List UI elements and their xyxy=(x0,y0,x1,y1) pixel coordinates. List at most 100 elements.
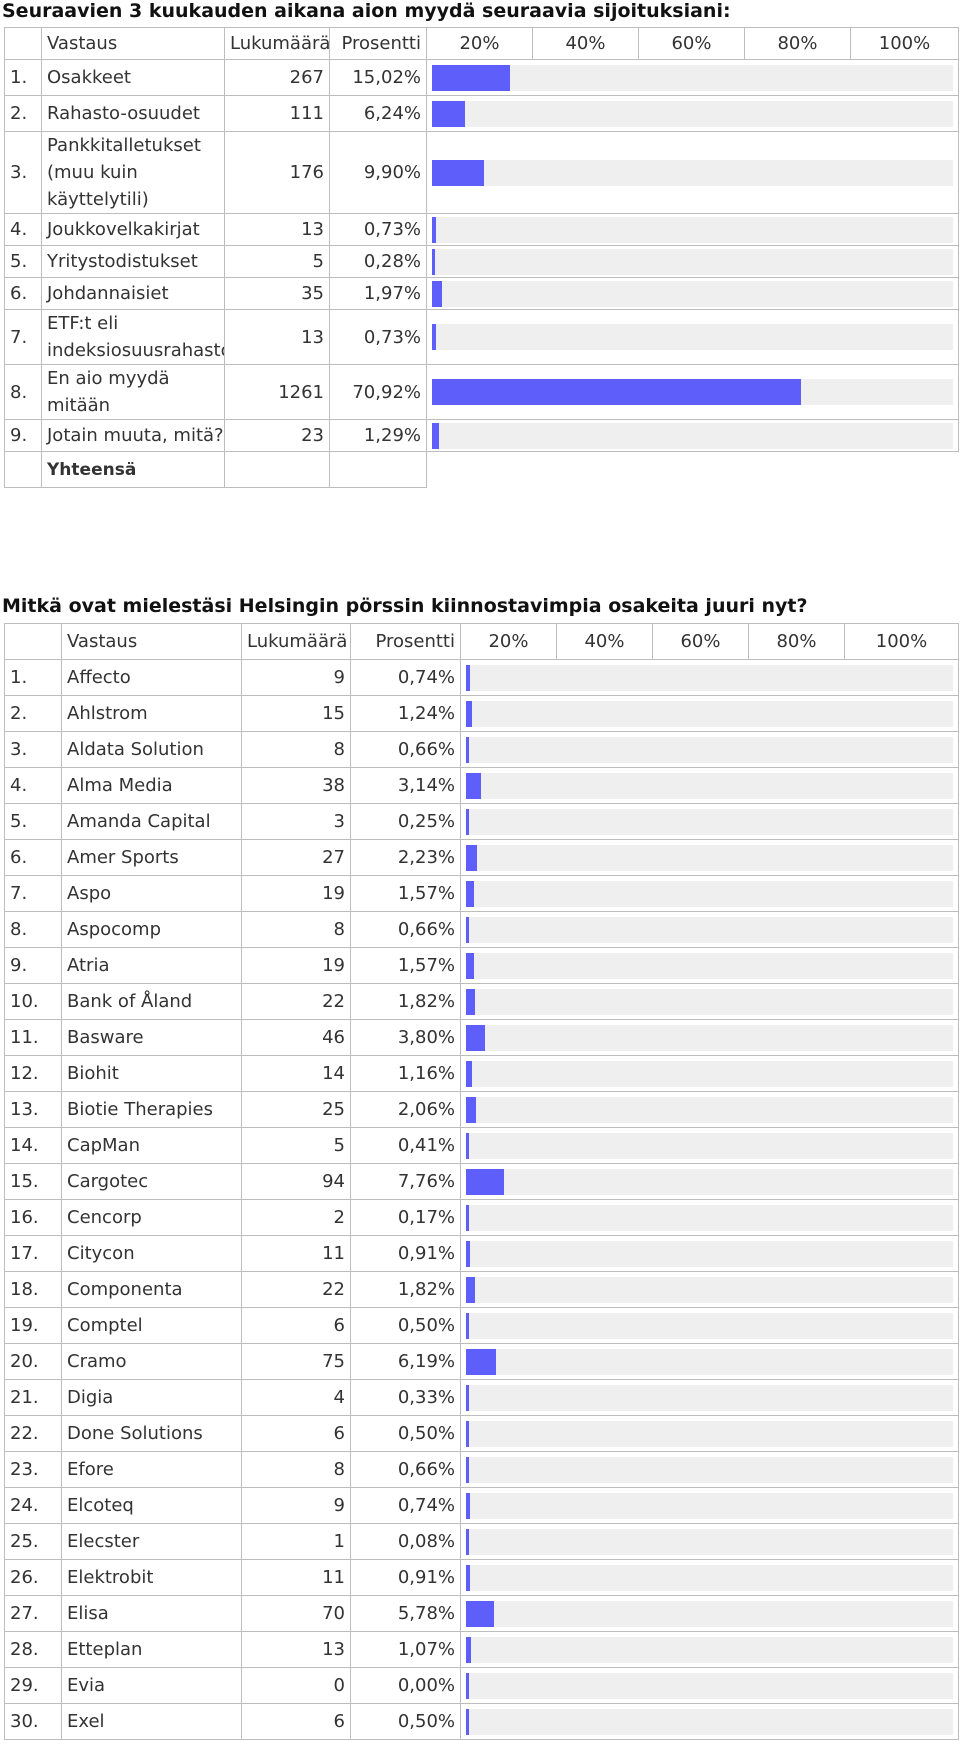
row-number: 18. xyxy=(4,1271,62,1308)
percent-bar-track xyxy=(466,880,953,907)
table-row: 1. Affecto 9 0,74% xyxy=(4,659,959,696)
table-row: 3. Pankkitalletukset (muu kuin käyttelyti… xyxy=(4,131,959,214)
answer-percent: 70,92% xyxy=(329,364,427,420)
answer-label: Digia xyxy=(61,1379,242,1416)
percent-bar-cell xyxy=(460,659,959,696)
answer-label: Alma Media xyxy=(61,767,242,804)
table-row: 22. Done Solutions 6 0,50% xyxy=(4,1415,959,1452)
answer-label: Joukkovelkakirjat xyxy=(41,213,225,246)
answer-percent: 7,76% xyxy=(350,1163,461,1200)
percent-bar xyxy=(466,880,474,907)
percent-bar-track xyxy=(466,1672,953,1699)
answer-count: 6 xyxy=(241,1415,351,1452)
row-number: 15. xyxy=(4,1163,62,1200)
answer-label: Aspocomp xyxy=(61,911,242,948)
header-scale-3: 60% xyxy=(652,623,749,660)
percent-bar xyxy=(466,1564,471,1591)
table-row: 9. Jotain muuta, mitä? 23 1,29% xyxy=(4,419,959,452)
q1-results-table: Vastaus Lukumäärä Prosentti 20% 40% 60% 80% 100… xyxy=(4,27,959,488)
percent-bar-track xyxy=(432,159,953,186)
row-number: 24. xyxy=(4,1487,62,1524)
row-number: 13. xyxy=(4,1091,62,1128)
header-scale-2: 40% xyxy=(556,623,653,660)
table-row: 13. Biotie Therapies 25 2,06% xyxy=(4,1091,959,1128)
answer-count: 8 xyxy=(241,911,351,948)
percent-bar-cell xyxy=(460,911,959,948)
table-row: 30. Exel 6 0,50% xyxy=(4,1703,959,1740)
header-blank-cell xyxy=(4,27,42,60)
answer-label: Comptel xyxy=(61,1307,242,1344)
answer-count: 70 xyxy=(241,1595,351,1632)
row-number: 30. xyxy=(4,1703,62,1740)
percent-bar-track xyxy=(466,736,953,763)
percent-bar xyxy=(466,664,470,691)
total-row: Yhteensä xyxy=(4,451,959,488)
percent-bar xyxy=(432,216,436,243)
percent-bar xyxy=(466,1708,469,1735)
table-row: 29. Evia 0 0,00% xyxy=(4,1667,959,1704)
answer-percent: 1,57% xyxy=(350,875,461,912)
answer-label: ETF:t eli indeksiosuusrahastot xyxy=(41,309,225,365)
header-scale-1: 20% xyxy=(426,27,533,60)
percent-bar xyxy=(466,1600,495,1627)
percent-bar-cell xyxy=(426,245,959,278)
percent-bar xyxy=(432,248,435,275)
answer-count: 1261 xyxy=(224,364,330,420)
percent-bar xyxy=(466,988,475,1015)
header-count: Lukumäärä xyxy=(224,27,330,60)
answer-percent: 0,73% xyxy=(329,213,427,246)
answer-percent: 1,82% xyxy=(350,1271,461,1308)
percent-bar-cell xyxy=(460,695,959,732)
table-row: 4. Joukkovelkakirjat 13 0,73% xyxy=(4,213,959,246)
header-percent: Prosentti xyxy=(350,623,461,660)
percent-bar xyxy=(466,772,482,799)
percent-bar-track xyxy=(466,1060,953,1087)
answer-label: Affecto xyxy=(61,659,242,696)
table-row: 19. Comptel 6 0,50% xyxy=(4,1307,959,1344)
table-row: 10. Bank of Åland 22 1,82% xyxy=(4,983,959,1020)
percent-bar-cell xyxy=(460,1343,959,1380)
percent-bar-track xyxy=(466,1168,953,1195)
percent-bar xyxy=(466,808,469,835)
percent-bar-track xyxy=(466,1024,953,1051)
percent-bar xyxy=(466,1348,497,1375)
answer-label: Cencorp xyxy=(61,1199,242,1236)
table-row: 23. Efore 8 0,66% xyxy=(4,1451,959,1488)
table-row: 1. Osakkeet 267 15,02% xyxy=(4,59,959,96)
table-row: 28. Etteplan 13 1,07% xyxy=(4,1631,959,1668)
percent-bar xyxy=(432,159,484,186)
header-answer: Vastaus xyxy=(41,27,225,60)
answer-percent: 1,97% xyxy=(329,277,427,310)
row-number: 22. xyxy=(4,1415,62,1452)
percent-bar-cell xyxy=(460,875,959,912)
answer-count: 22 xyxy=(241,983,351,1020)
percent-bar-cell xyxy=(460,1019,959,1056)
answer-label: CapMan xyxy=(61,1127,242,1164)
row-number: 28. xyxy=(4,1631,62,1668)
percent-bar-track xyxy=(466,1564,953,1591)
answer-count: 27 xyxy=(241,839,351,876)
row-number: 20. xyxy=(4,1343,62,1380)
answer-percent: 0,91% xyxy=(350,1235,461,1272)
percent-bar-cell xyxy=(460,1091,959,1128)
table-row: 8. Aspocomp 8 0,66% xyxy=(4,911,959,948)
percent-bar-cell xyxy=(460,1631,959,1668)
answer-label: Citycon xyxy=(61,1235,242,1272)
answer-label: Componenta xyxy=(61,1271,242,1308)
percent-bar-track xyxy=(466,1420,953,1447)
row-number: 5. xyxy=(4,245,42,278)
row-number: 4. xyxy=(4,767,62,804)
header-row: Vastaus Lukumäärä Prosentti 20% 40% 60% 80% 100… xyxy=(4,623,959,660)
percent-bar-cell xyxy=(460,1451,959,1488)
answer-percent: 0,91% xyxy=(350,1559,461,1596)
row-number: 11. xyxy=(4,1019,62,1056)
percent-bar xyxy=(432,324,436,350)
answer-percent: 1,29% xyxy=(329,419,427,452)
table-row: 3. Aldata Solution 8 0,66% xyxy=(4,731,959,768)
table-row: 17. Citycon 11 0,91% xyxy=(4,1235,959,1272)
percent-bar xyxy=(466,1672,469,1699)
total-blank-cell xyxy=(4,451,42,488)
answer-count: 19 xyxy=(241,875,351,912)
percent-bar-cell xyxy=(460,1559,959,1596)
percent-bar-track xyxy=(466,952,953,979)
